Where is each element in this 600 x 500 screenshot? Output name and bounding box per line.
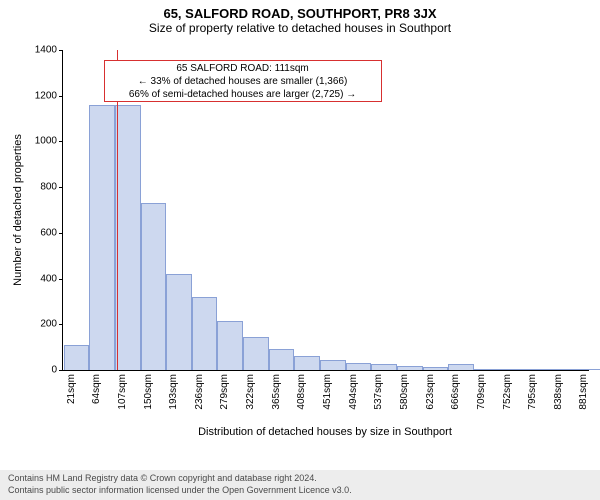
annotation-line: 66% of semi-detached houses are larger (… xyxy=(107,88,379,101)
histogram-bar xyxy=(115,105,141,370)
histogram-bar xyxy=(397,366,423,370)
x-tick-label: 236sqm xyxy=(194,374,205,410)
histogram-bar xyxy=(320,360,346,370)
x-tick-label: 494sqm xyxy=(348,374,359,410)
histogram-bar xyxy=(474,369,500,370)
x-axis-label: Distribution of detached houses by size … xyxy=(198,426,452,438)
histogram-bar xyxy=(166,274,192,370)
y-tick-label: 200 xyxy=(40,319,63,330)
histogram-bar xyxy=(525,369,551,370)
x-tick-label: 150sqm xyxy=(143,374,154,410)
x-tick-label: 408sqm xyxy=(296,374,307,410)
x-tick-label: 795sqm xyxy=(527,374,538,410)
histogram-bar xyxy=(551,369,577,370)
x-tick-label: 322sqm xyxy=(245,374,256,410)
x-tick-label: 838sqm xyxy=(553,374,564,410)
y-tick-label: 1200 xyxy=(35,90,63,101)
x-tick-label: 709sqm xyxy=(476,374,487,410)
histogram-bar xyxy=(269,349,295,370)
y-tick-label: 800 xyxy=(40,182,63,193)
x-tick-label: 623sqm xyxy=(425,374,436,410)
histogram-bar xyxy=(346,363,372,370)
x-tick-label: 107sqm xyxy=(117,374,128,410)
x-tick-label: 881sqm xyxy=(578,374,589,410)
histogram-bar xyxy=(192,297,218,370)
x-tick-label: 752sqm xyxy=(502,374,513,410)
histogram-bar xyxy=(294,356,320,370)
histogram-bar xyxy=(576,369,600,370)
x-tick-label: 279sqm xyxy=(219,374,230,410)
y-tick-label: 400 xyxy=(40,273,63,284)
annotation-line: ← 33% of detached houses are smaller (1,… xyxy=(107,75,379,88)
y-tick-label: 1000 xyxy=(35,136,63,147)
chart: 0 200 400 600 800 1000 1200 1400 21sqm 64sqm 107sq… xyxy=(0,0,600,470)
histogram-bar xyxy=(423,367,449,370)
histogram-bar xyxy=(141,203,167,370)
x-tick-label: 580sqm xyxy=(399,374,410,410)
chart-plot: 020040060080010001200140021sqm64sqm107sq… xyxy=(62,50,589,371)
histogram-bar xyxy=(448,364,474,370)
histogram-bar xyxy=(64,345,90,370)
x-tick-label: 64sqm xyxy=(91,374,102,404)
footer-line-1: Contains HM Land Registry data © Crown c… xyxy=(0,472,600,484)
y-axis-label: Number of detached properties xyxy=(12,134,24,286)
annotation-box: 65 SALFORD ROAD: 111sqm← 33% of detached… xyxy=(104,60,382,102)
histogram-bar xyxy=(217,321,243,370)
x-tick-label: 21sqm xyxy=(66,374,77,404)
x-tick-label: 193sqm xyxy=(168,374,179,410)
footer-line-2: Contains public sector information licen… xyxy=(0,484,600,496)
y-tick-label: 1400 xyxy=(35,45,63,56)
x-tick-label: 537sqm xyxy=(373,374,384,410)
attribution-footer: Contains HM Land Registry data © Crown c… xyxy=(0,470,600,500)
y-tick-label: 0 xyxy=(51,365,63,376)
histogram-bar xyxy=(500,369,526,370)
x-tick-label: 451sqm xyxy=(322,374,333,410)
y-tick-label: 600 xyxy=(40,227,63,238)
x-tick-label: 666sqm xyxy=(450,374,461,410)
histogram-bar xyxy=(89,105,115,370)
x-tick-label: 365sqm xyxy=(271,374,282,410)
histogram-bar xyxy=(243,337,269,370)
annotation-line: 65 SALFORD ROAD: 111sqm xyxy=(107,62,379,75)
histogram-bar xyxy=(371,364,397,370)
